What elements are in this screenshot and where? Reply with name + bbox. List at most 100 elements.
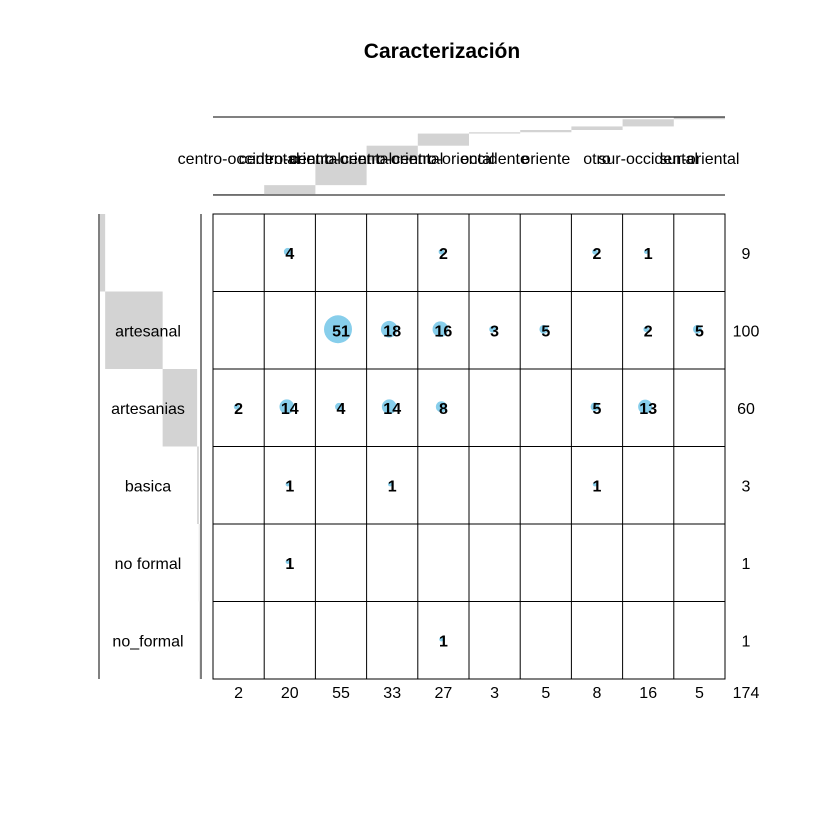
row-total: 1 (742, 556, 751, 573)
bubble (279, 399, 295, 415)
row-label: basica (125, 478, 171, 495)
column-totals: 2 20 55 33 27 3 5 8 16 5 (234, 685, 704, 702)
row-labels: artesanal artesanias basica no formal no_for… (111, 323, 185, 650)
cell-value: 13 (639, 401, 657, 418)
column-bar (315, 160, 367, 186)
column-label: sur-occidental (598, 151, 698, 168)
row-marginal-bars (98, 214, 202, 679)
column-label: centro-occidental (178, 151, 300, 168)
row-total: 9 (742, 246, 751, 263)
row-total: 100 (733, 323, 760, 340)
cell-value: 18 (383, 323, 401, 340)
column-total: 5 (695, 685, 704, 702)
column-label: centro-oriental (392, 151, 494, 168)
cell-value: 14 (383, 401, 401, 418)
bubble (439, 637, 444, 642)
column-label: centro-oriental (239, 151, 341, 168)
bubble (381, 399, 397, 415)
cell-value: 2 (644, 323, 653, 340)
column-marginal-bars (213, 116, 725, 196)
column-total: 20 (281, 685, 299, 702)
cell-value: 51 (332, 323, 350, 340)
cell-value: 8 (439, 401, 448, 418)
column-bar (417, 133, 469, 146)
cell-value: 1 (439, 633, 448, 650)
column-total: 16 (639, 685, 657, 702)
column-total: 8 (593, 685, 602, 702)
bubble (693, 324, 702, 334)
cell-value: 5 (695, 323, 704, 340)
bubble (643, 326, 649, 333)
row-label: no formal (115, 556, 182, 573)
bubble (638, 399, 653, 414)
column-total: 33 (383, 685, 401, 702)
row-bar (105, 291, 163, 369)
cell-values: 4 2 2 1 51 18 16 3 5 2 5 2 14 4 14 8 5 13 1 1 1 1 1 (234, 246, 704, 651)
cell-value: 1 (388, 478, 397, 495)
row-label: artesanal (115, 323, 181, 340)
cell-value: 2 (234, 401, 243, 418)
bubble (380, 320, 398, 338)
row-bar (162, 369, 198, 447)
column-bar (673, 117, 725, 120)
column-label: centro-oriental (290, 151, 392, 168)
bubble (335, 402, 343, 411)
row-label: artesanias (111, 401, 185, 418)
column-bar (622, 119, 674, 127)
cell-value: 14 (281, 401, 299, 418)
bubble (590, 402, 600, 412)
grand-total: 174 (733, 685, 760, 702)
column-total: 5 (541, 685, 550, 702)
bubble (233, 403, 240, 410)
column-total: 3 (490, 685, 499, 702)
column-total: 27 (435, 685, 453, 702)
row-total: 60 (737, 401, 755, 418)
bubble (285, 482, 290, 487)
column-label: otro (583, 151, 611, 168)
column-label: oriente (521, 151, 570, 168)
bubble (283, 247, 292, 256)
bubble (432, 321, 449, 338)
row-bar (197, 446, 199, 524)
bubble (539, 324, 549, 334)
cell-value: 5 (593, 401, 602, 418)
column-total: 2 (234, 685, 243, 702)
cell-value: 5 (541, 323, 550, 340)
bubble (435, 401, 447, 413)
column-bar (520, 130, 572, 133)
bubble (438, 248, 445, 255)
row-bar (198, 524, 200, 602)
chart-title: Caracterización (364, 40, 520, 63)
bubble (285, 559, 290, 564)
cell-value: 16 (435, 323, 453, 340)
column-label: centro-oriental (341, 151, 443, 168)
cell-value: 1 (593, 478, 602, 495)
row-bar (100, 214, 106, 292)
bubble (592, 248, 598, 255)
bubble (644, 249, 649, 254)
column-bar (571, 126, 623, 130)
column-bar (469, 132, 521, 134)
cell-value: 1 (285, 556, 294, 573)
bubble (324, 315, 352, 344)
column-labels: centro-occidentalcentro-orientalcentro-o… (178, 151, 740, 168)
column-bar (366, 145, 418, 161)
column-bar (264, 185, 316, 195)
cell-value: 2 (593, 246, 602, 263)
bubble (388, 482, 393, 487)
cell-value: 1 (644, 246, 653, 263)
bubble (489, 325, 496, 333)
cell-value: 1 (285, 478, 294, 495)
column-label: occidente (460, 151, 529, 168)
row-bar (199, 601, 201, 679)
cell-value: 2 (439, 246, 448, 263)
bubbles (233, 247, 702, 642)
cell-value: 3 (490, 323, 499, 340)
bubble (592, 482, 598, 487)
row-label: no_formal (112, 633, 183, 650)
cell-value: 4 (337, 401, 346, 418)
row-total: 1 (742, 633, 751, 650)
column-total: 55 (332, 685, 350, 702)
table-grid (212, 213, 726, 680)
